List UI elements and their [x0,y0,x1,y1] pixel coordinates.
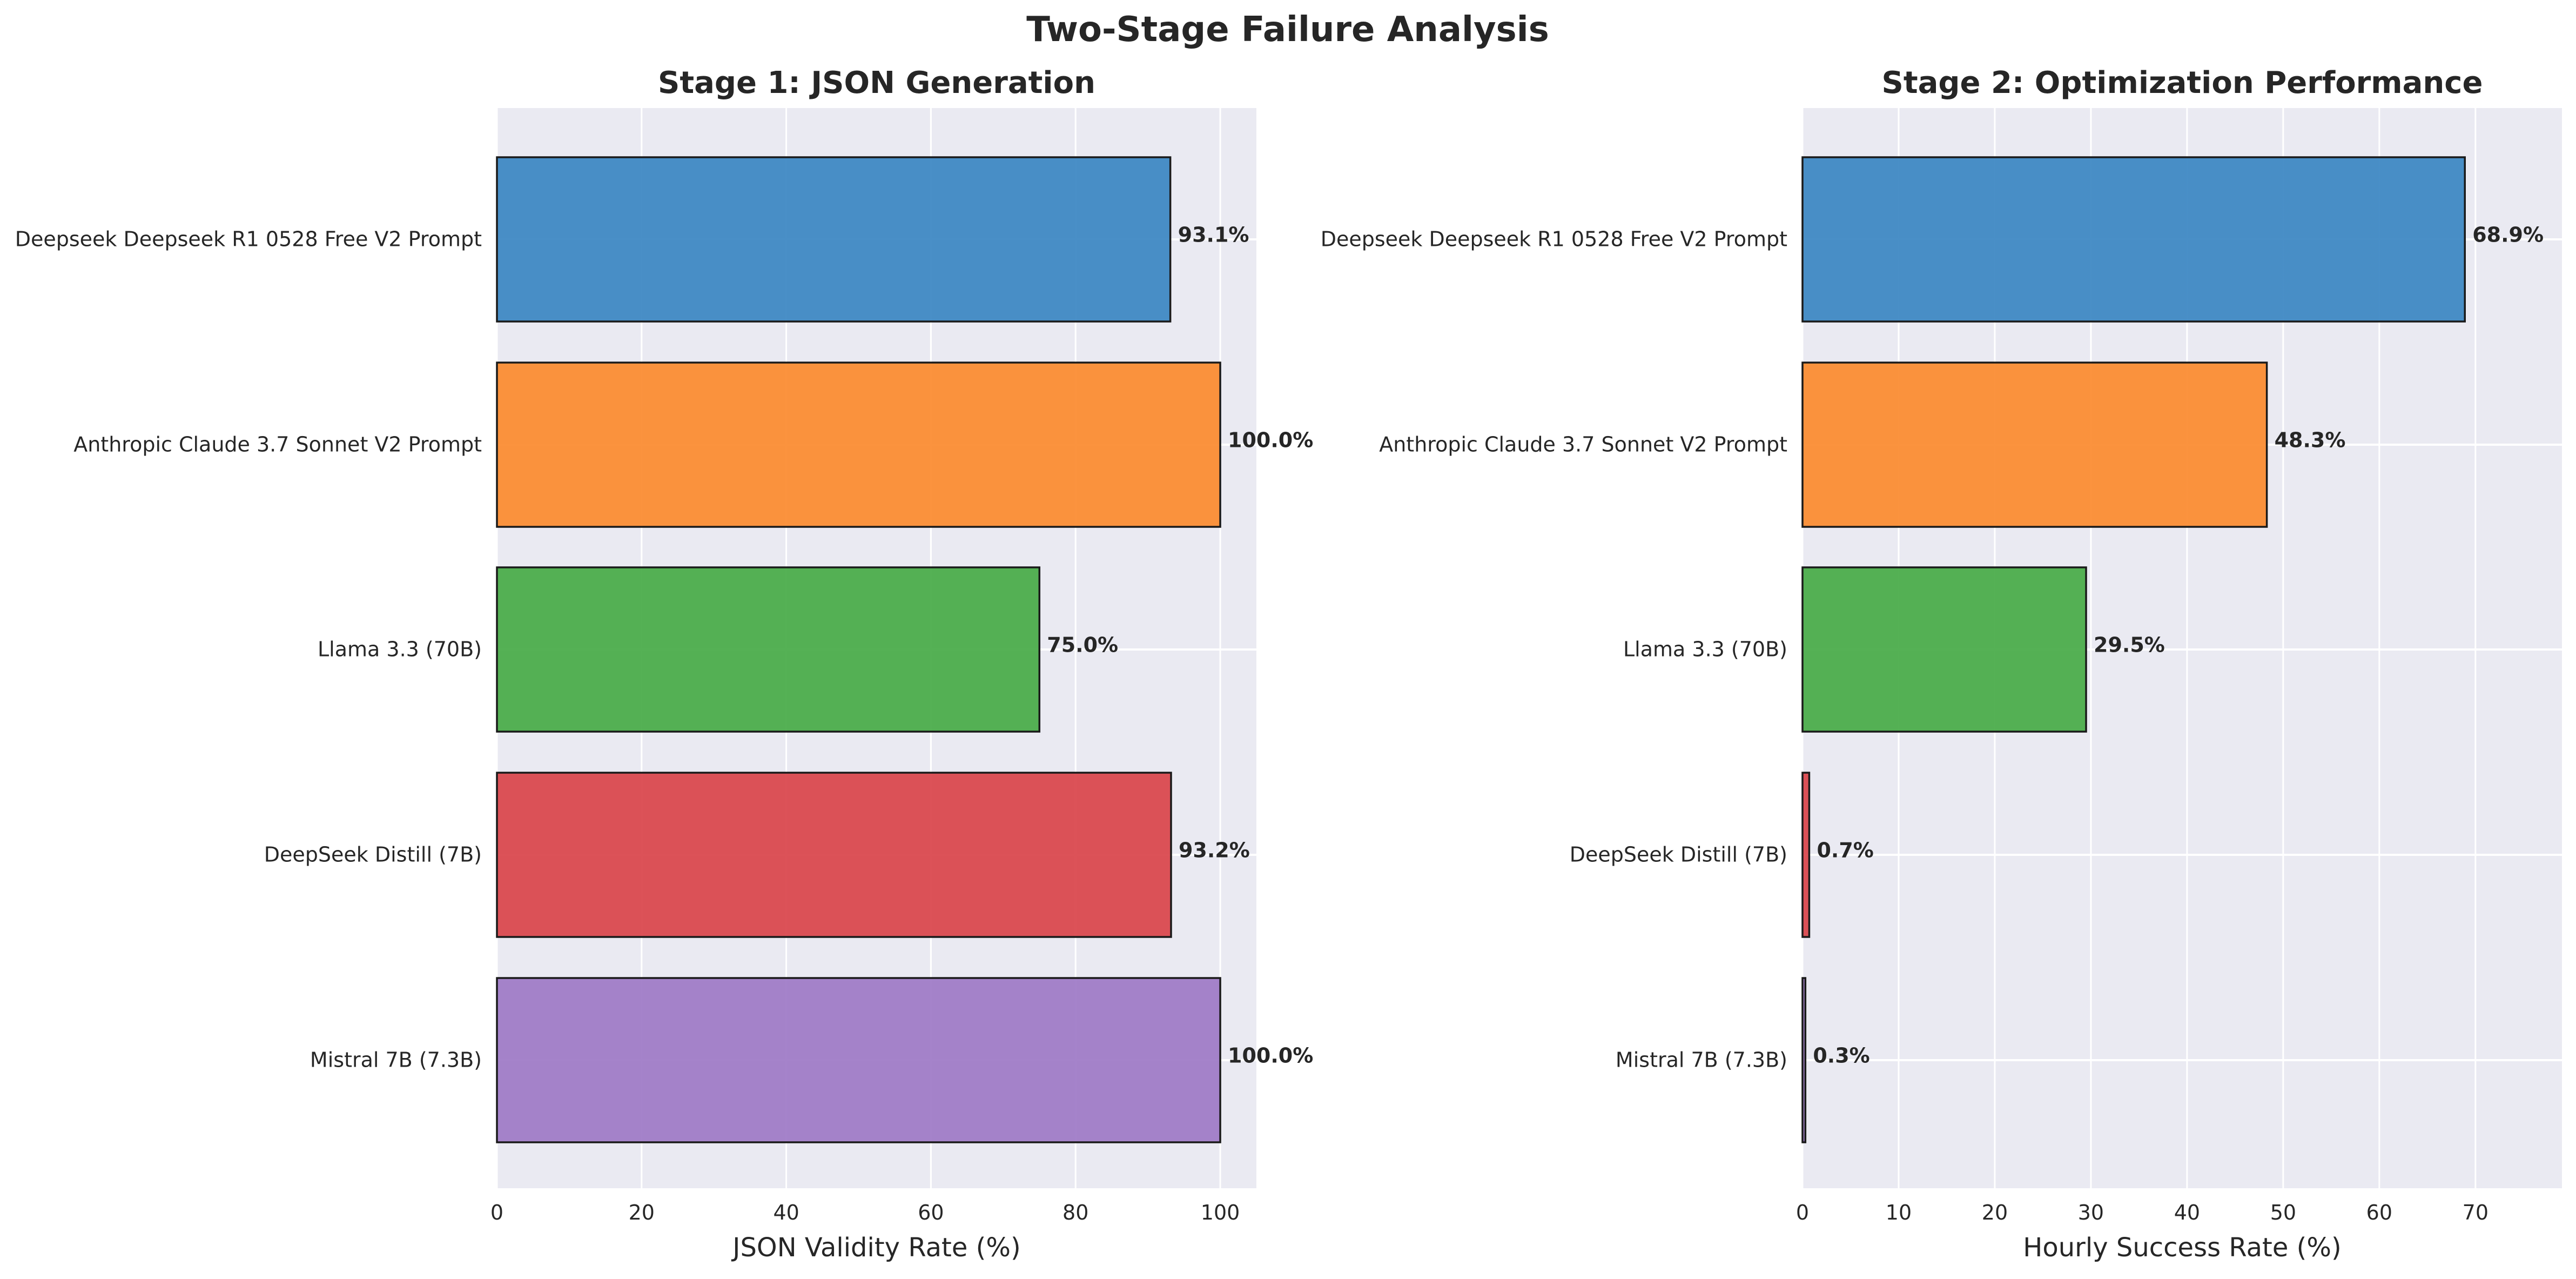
stage2-category-label: Deepseek Deepseek R1 0528 Free V2 Prompt [1321,227,1787,251]
stage2-bar [1801,156,2466,323]
stage2-category-label: Mistral 7B (7.3B) [1616,1048,1787,1072]
stage2-category-labels: Deepseek Deepseek R1 0528 Free V2 Prompt… [1321,227,1787,1072]
stage1-value-label: 93.1% [1178,223,1249,247]
stage1-category-label: DeepSeek Distill (7B) [264,843,482,867]
stage1-x-tick-label: 20 [629,1201,655,1224]
stage2-title: Stage 2: Optimization Performance [1882,65,2483,101]
stage2-x-tick-label: 10 [1886,1201,1912,1224]
stage1-value-label: 100.0% [1228,1044,1313,1068]
stage2-bars [1801,156,2466,1143]
stage1-bar [496,566,1041,733]
stage1-x-tick-label: 100 [1201,1201,1240,1224]
stage1-value-label: 75.0% [1047,633,1118,657]
stage1-category-label: Llama 3.3 (70B) [318,638,482,661]
stage1-category-labels: Deepseek Deepseek R1 0528 Free V2 Prompt… [15,227,482,1072]
stage1-x-tick-label: 80 [1062,1201,1088,1224]
stage2-x-tick-label: 0 [1796,1201,1809,1224]
stage1-bar [496,361,1221,528]
stage2-bar [1801,361,2268,528]
stage1-bar [496,977,1221,1143]
stage2-x-axis-label: Hourly Success Rate (%) [2023,1233,2341,1263]
stage1-x-ticks: 0 20 40 60 80 100 [490,1201,1240,1224]
stage1-value-label: 93.2% [1179,839,1250,862]
stage1-category-label: Anthropic Claude 3.7 Sonnet V2 Prompt [73,433,482,457]
figure-title: Two-Stage Failure Analysis [1026,10,1549,50]
stage2-x-tick-label: 60 [2366,1201,2392,1224]
stage2-bar [1801,772,1811,938]
stage2-x-tick-label: 40 [2174,1201,2200,1224]
stage1-bar [496,772,1172,938]
stage1-bar [496,156,1172,323]
stage1-value-labels: 93.1% 100.0% 75.0% 93.2% 100.0% [1047,223,1313,1068]
stage1-value-label: 100.0% [1228,428,1313,452]
stage2-value-labels: 68.9% 48.3% 29.5% 0.7% 0.3% [1813,223,2544,1068]
stage2-value-label: 0.7% [1817,839,1873,862]
stage2-x-tick-label: 50 [2270,1201,2296,1224]
stage1-title: Stage 1: JSON Generation [658,65,1095,101]
stage2-value-label: 48.3% [2275,428,2346,452]
stage1-x-tick-label: 60 [918,1201,944,1224]
stage1-category-label: Mistral 7B (7.3B) [310,1048,482,1072]
stage2-bar [1801,566,2087,733]
stage2-category-label: DeepSeek Distill (7B) [1570,843,1787,867]
stage1-x-tick-label: 0 [490,1201,503,1224]
stage2-x-tick-label: 20 [1982,1201,2008,1224]
stage2-category-label: Anthropic Claude 3.7 Sonnet V2 Prompt [1379,433,1787,457]
stage2-value-label: 29.5% [2094,633,2165,657]
stage2-x-ticks: 0 10 20 30 40 50 60 70 [1796,1201,2488,1224]
stage2-value-label: 0.3% [1813,1044,1869,1068]
stage1-bars [496,156,1221,1143]
stage1-x-axis-label: JSON Validity Rate (%) [731,1233,1020,1263]
stage2-value-label: 68.9% [2472,223,2544,247]
stage1-x-tick-label: 40 [773,1201,799,1224]
stage2-category-label: Llama 3.3 (70B) [1623,638,1787,661]
stage2-panel: 68.9% 48.3% 29.5% 0.7% 0.3% Deepseek Deepsee… [1321,65,2562,1263]
stage2-x-tick-label: 70 [2463,1201,2488,1224]
stage2-bar [1801,977,1807,1143]
stage1-panel: 93.1% 100.0% 75.0% 93.2% 100.0% Deepseek Dee… [15,65,1314,1263]
stage1-category-label: Deepseek Deepseek R1 0528 Free V2 Prompt [15,227,482,251]
stage2-x-tick-label: 30 [2078,1201,2104,1224]
